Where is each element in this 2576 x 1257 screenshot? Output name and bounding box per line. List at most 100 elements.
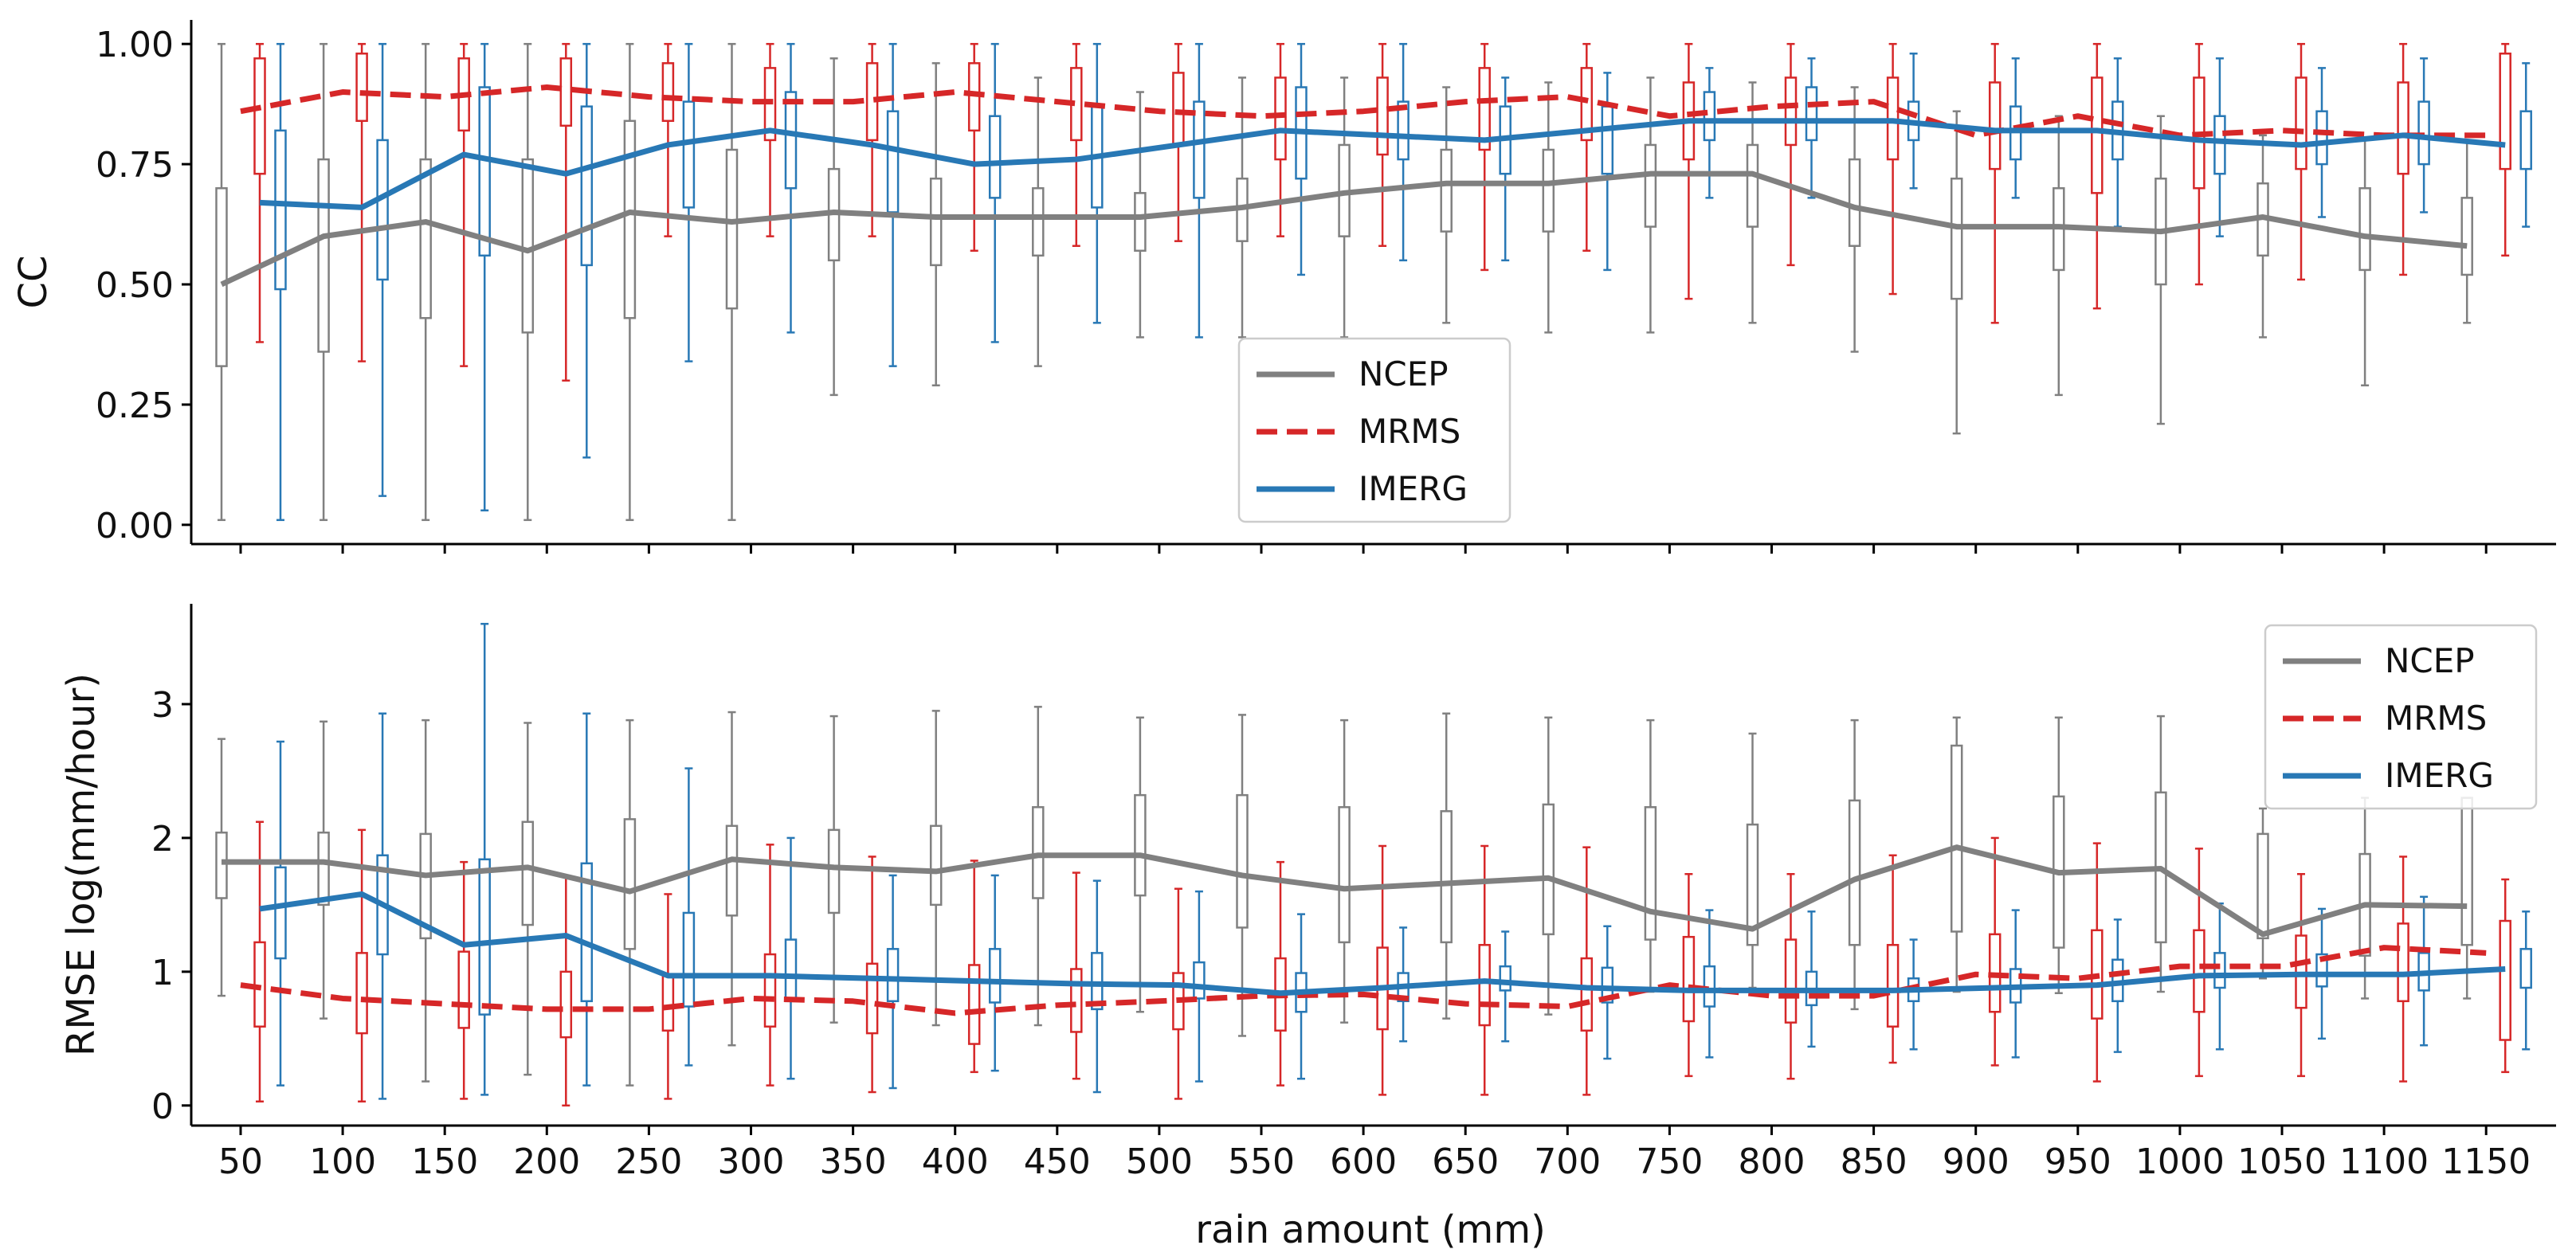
box: [1784, 938, 1798, 1024]
box: [1542, 148, 1555, 233]
x-tick-label: 300: [718, 1141, 785, 1182]
boxplot-ncep: [1644, 76, 1657, 334]
legend-frame: [2264, 624, 2538, 810]
boxplot-imerg: [2213, 902, 2226, 1051]
legend: NCEP MRMS IMERG: [2264, 624, 2538, 810]
boxplot-ncep: [419, 719, 432, 1083]
box: [1070, 968, 1083, 1033]
y-tick-label: 0.50: [96, 265, 174, 306]
boxplot-ncep: [1440, 712, 1453, 1020]
x-tick-label: 1000: [2135, 1141, 2225, 1182]
box: [725, 148, 739, 310]
boxplot-ncep: [521, 722, 535, 1076]
legend-label-mrms: MRMS: [2385, 699, 2487, 738]
box: [2256, 832, 2269, 940]
boxplot-ncep: [2460, 139, 2473, 324]
boxplot-imerg: [682, 42, 696, 362]
x-tick-label: 150: [411, 1141, 478, 1182]
y-tick-label: 0.25: [96, 386, 174, 426]
box: [988, 115, 1002, 199]
box: [1193, 961, 1206, 1000]
box: [1950, 744, 1963, 933]
box: [274, 866, 287, 960]
y-tick-label: 1.00: [96, 25, 174, 65]
box: [2499, 53, 2511, 170]
box: [2397, 81, 2409, 175]
box: [1338, 806, 1351, 944]
box: [2213, 952, 2226, 989]
box: [1134, 192, 1147, 253]
boxplot-imerg: [988, 874, 1002, 1072]
boxplot-ncep: [1644, 719, 1657, 993]
boxplot-mrms: [1274, 42, 1287, 237]
box: [661, 62, 675, 123]
x-tick-label: 250: [615, 1141, 682, 1182]
boxplot-mrms: [355, 42, 368, 362]
cc-panel: 0.00 0.25 0.50 0.75 1.00 CC NCEP MRMS IMERG: [11, 20, 2556, 554]
box: [967, 964, 981, 1045]
boxplot-imerg: [784, 42, 798, 334]
box: [457, 950, 470, 1029]
boxplot-mrms: [559, 875, 573, 1107]
x-tick-label: 950: [2045, 1141, 2111, 1182]
boxplot-mrms: [1682, 873, 1696, 1078]
box: [215, 831, 228, 899]
boxplot-imerg: [1193, 42, 1206, 339]
x-tick-label: 800: [1739, 1141, 1806, 1182]
boxplot-ncep: [1236, 714, 1249, 1037]
boxplot-mrms: [1376, 42, 1389, 247]
box: [1580, 957, 1594, 1032]
boxplot-mrms: [2397, 856, 2409, 1083]
box: [580, 862, 594, 1003]
legend-label-imerg: IMERG: [1359, 469, 1468, 508]
box: [2213, 115, 2226, 175]
boxplot-imerg: [478, 622, 491, 1096]
boxplot-mrms: [2499, 42, 2511, 257]
y-tick-label: 0.00: [96, 506, 174, 546]
box: [1601, 966, 1614, 1004]
boxplot-ncep: [1236, 76, 1249, 339]
boxplot-ncep: [2256, 807, 2269, 980]
boxplot-imerg: [580, 42, 594, 459]
x-axis-label: rain amount (mm): [1195, 1208, 1546, 1252]
x-tick-label: 600: [1330, 1141, 1397, 1182]
x-tick-label: 100: [309, 1141, 376, 1182]
legend-label-mrms: MRMS: [1359, 412, 1461, 451]
boxplot-mrms: [1784, 42, 1798, 267]
boxplot-imerg: [886, 874, 900, 1090]
boxplot-imerg: [2315, 67, 2328, 218]
legend-label-ncep: NCEP: [2385, 641, 2475, 680]
box: [988, 948, 1002, 1004]
box: [1848, 158, 1861, 247]
box: [784, 91, 798, 190]
boxplot-ncep: [1542, 81, 1555, 334]
box: [1580, 67, 1594, 142]
box: [1805, 86, 1818, 142]
boxplot-imerg: [376, 42, 389, 497]
x-tick-label: 500: [1126, 1141, 1193, 1182]
boxplot-ncep: [725, 42, 739, 522]
boxplot-ncep: [419, 42, 432, 522]
box: [1950, 177, 1963, 300]
boxplot-mrms: [1478, 844, 1491, 1096]
boxplot-ncep: [827, 715, 841, 1024]
box: [1499, 965, 1511, 992]
box: [865, 962, 879, 1035]
series-line-mrms: [240, 84, 2487, 139]
y-axis-label: RMSE log(mm/hour): [59, 673, 104, 1056]
box: [1274, 76, 1287, 161]
boxplot-mrms: [1784, 873, 1798, 1080]
boxplot-ncep: [2358, 139, 2371, 387]
y-tick-label: 0: [151, 1087, 174, 1127]
x-tick-label: 650: [1432, 1141, 1499, 1182]
box: [559, 970, 573, 1039]
box: [929, 824, 943, 907]
boxplot-mrms: [1478, 42, 1491, 272]
boxplot-ncep: [725, 711, 739, 1047]
x-tick-label: 900: [1943, 1141, 2009, 1182]
boxplot-mrms: [1988, 42, 2002, 324]
box: [623, 818, 637, 950]
boxplot-mrms: [2091, 42, 2104, 310]
box: [1440, 810, 1453, 944]
